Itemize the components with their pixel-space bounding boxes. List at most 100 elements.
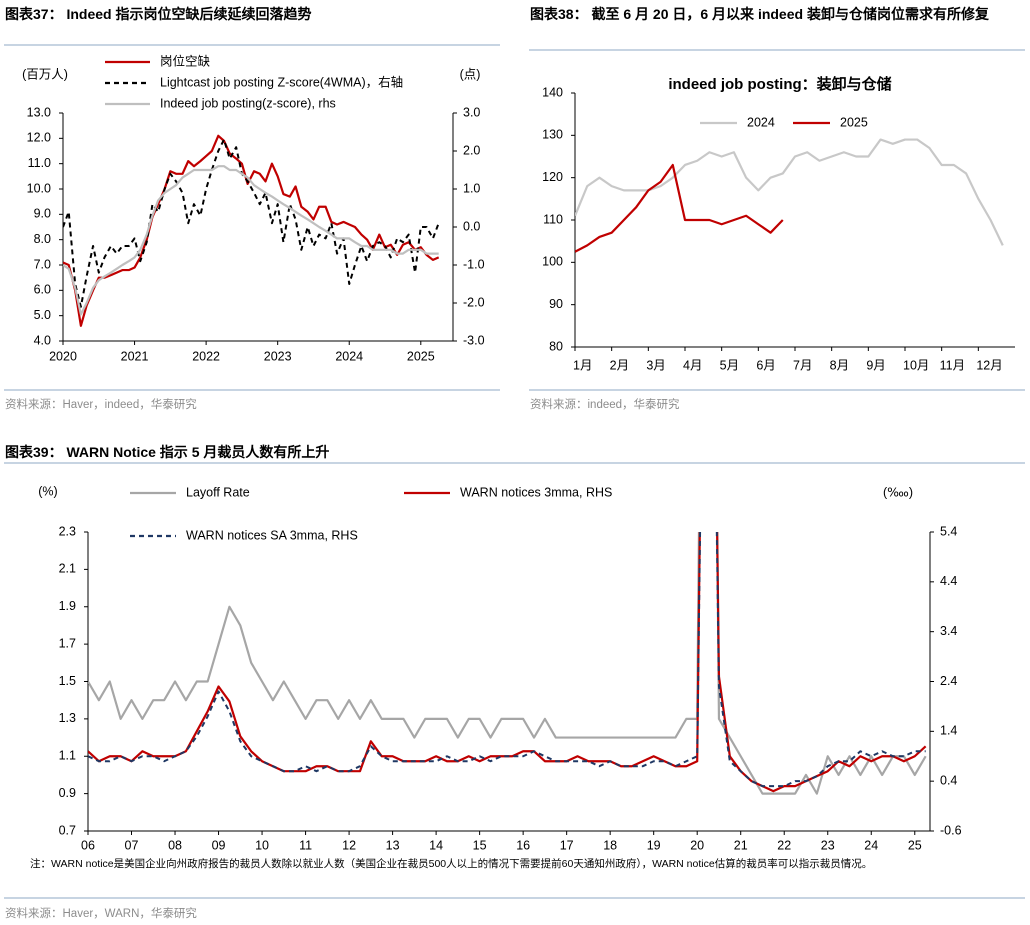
y-tick-label: 80 bbox=[549, 339, 563, 353]
legend-label: Layoff Rate bbox=[186, 485, 250, 499]
y2-tick-label: -1.0 bbox=[463, 257, 485, 271]
x-tick-label: 17 bbox=[560, 838, 574, 852]
figure-title: 图表38： 截至 6 月 20 日，6 月以来 indeed 装卸与仓储岗位需求… bbox=[530, 6, 989, 22]
x-tick-label: 2020 bbox=[49, 349, 77, 363]
x-tick-label: 21 bbox=[734, 838, 748, 852]
x-tick-label: 09 bbox=[212, 838, 226, 852]
x-tick-label: 2022 bbox=[192, 349, 220, 363]
x-tick-label: 20 bbox=[690, 838, 704, 852]
x-tick-label: 18 bbox=[603, 838, 617, 852]
legend-label: Indeed job posting(z-score), rhs bbox=[160, 96, 336, 110]
x-tick-label: 8月 bbox=[830, 358, 849, 372]
series-line bbox=[88, 532, 927, 793]
x-tick-label: 4月 bbox=[683, 358, 702, 372]
x-tick-label: 2021 bbox=[121, 349, 149, 363]
x-tick-label: 11月 bbox=[940, 358, 965, 372]
y2-tick-label: 0.4 bbox=[940, 773, 957, 787]
y2-tick-label: 1.4 bbox=[940, 724, 957, 738]
y-tick-label: 11.0 bbox=[28, 156, 51, 170]
x-tick-label: 12 bbox=[342, 838, 356, 852]
x-tick-label: 10月 bbox=[903, 358, 929, 372]
series-line bbox=[63, 165, 439, 316]
legend-label: WARN notices 3mma, RHS bbox=[460, 485, 612, 499]
y-tick-label: 1.9 bbox=[59, 599, 76, 613]
y-tick-label: 9.0 bbox=[34, 207, 51, 221]
legend-label: WARN notices SA 3mma, RHS bbox=[186, 528, 358, 542]
y-tick-label: 1.5 bbox=[59, 674, 76, 688]
x-tick-label: 12月 bbox=[976, 358, 1002, 372]
series-line bbox=[63, 138, 440, 308]
source: 资料来源：Haver，indeed，华泰研究 bbox=[5, 399, 197, 411]
y-tick-label: 7.0 bbox=[34, 257, 51, 271]
source: 资料来源：Haver，WARN，华泰研究 bbox=[5, 908, 197, 920]
y-tick-label: 4.0 bbox=[34, 333, 51, 347]
x-tick-label: 2025 bbox=[407, 349, 435, 363]
figure-title: 图表37： Indeed 指示岗位空缺后续延续回落趋势 bbox=[5, 6, 312, 22]
y-tick-label: 2.1 bbox=[59, 562, 76, 576]
x-tick-label: 3月 bbox=[646, 358, 665, 372]
x-tick-label: 19 bbox=[647, 838, 661, 852]
y-tick-label: 100 bbox=[542, 255, 563, 269]
y2-tick-label: -0.6 bbox=[940, 823, 962, 837]
x-tick-label: 13 bbox=[386, 838, 400, 852]
y-tick-label: 13.0 bbox=[27, 105, 51, 119]
x-tick-label: 15 bbox=[473, 838, 487, 852]
y-tick-label: 0.9 bbox=[59, 786, 76, 800]
x-tick-label: 5月 bbox=[720, 358, 739, 372]
x-tick-label: 22 bbox=[777, 838, 791, 852]
series-line bbox=[88, 532, 926, 788]
x-tick-label: 07 bbox=[125, 838, 139, 852]
series-line bbox=[575, 138, 1004, 246]
y-tick-label: 120 bbox=[542, 170, 563, 184]
note: 注：WARN notice是美国企业向州政府报告的裁员人数除以就业人数（美国企业… bbox=[30, 858, 873, 870]
y-tick-label: 12.0 bbox=[27, 131, 51, 145]
legend-label: 岗位空缺 bbox=[160, 53, 211, 68]
y-tick-label: 1.1 bbox=[59, 749, 76, 763]
y-tick-label: 1.3 bbox=[59, 711, 76, 725]
x-tick-label: 9月 bbox=[866, 358, 885, 372]
y2-axis-label: (‱) bbox=[883, 485, 913, 499]
x-tick-label: 11 bbox=[299, 838, 312, 852]
y-tick-label: 10.0 bbox=[27, 181, 51, 195]
y2-tick-label: 4.4 bbox=[940, 574, 957, 588]
x-tick-label: 2024 bbox=[335, 349, 363, 363]
y-axis-label: (百万人) bbox=[22, 67, 68, 81]
x-tick-label: 2023 bbox=[264, 349, 292, 363]
legend-label: 2025 bbox=[840, 115, 868, 129]
series-line bbox=[63, 134, 440, 327]
x-tick-label: 14 bbox=[429, 838, 443, 852]
x-tick-label: 08 bbox=[168, 838, 182, 852]
chart-title: indeed job posting：装卸与仓储 bbox=[668, 75, 891, 93]
y-tick-label: 8.0 bbox=[34, 232, 51, 246]
legend-label: Lightcast job posting Z-score(4WMA)，右轴 bbox=[160, 74, 403, 89]
x-tick-label: 16 bbox=[516, 838, 530, 852]
y-tick-label: 6.0 bbox=[34, 283, 51, 297]
y2-tick-label: 1.0 bbox=[463, 181, 480, 195]
x-tick-label: 2月 bbox=[610, 358, 629, 372]
x-tick-label: 06 bbox=[81, 838, 95, 852]
series-line bbox=[88, 532, 927, 795]
y-tick-label: 2.3 bbox=[59, 524, 76, 538]
y2-tick-label: 3.0 bbox=[463, 105, 480, 119]
figure-title: 图表39： WARN Notice 指示 5 月裁员人数有所上升 bbox=[5, 444, 330, 460]
x-tick-label: 24 bbox=[864, 838, 878, 852]
y-tick-label: 5.0 bbox=[34, 308, 51, 322]
x-tick-label: 25 bbox=[908, 838, 922, 852]
y2-tick-label: 0.0 bbox=[463, 219, 480, 233]
x-tick-label: 6月 bbox=[756, 358, 775, 372]
y-tick-label: 1.7 bbox=[59, 636, 76, 650]
y-tick-label: 90 bbox=[549, 297, 563, 311]
legend-label: 2024 bbox=[747, 115, 775, 129]
x-tick-label: 1月 bbox=[573, 358, 592, 372]
series-line bbox=[575, 163, 784, 253]
x-tick-label: 10 bbox=[255, 838, 269, 852]
source: 资料来源：indeed，华泰研究 bbox=[530, 399, 680, 411]
y-tick-label: 110 bbox=[543, 212, 563, 226]
y2-tick-label: 2.0 bbox=[463, 143, 480, 157]
y2-axis-label: (点) bbox=[460, 67, 481, 81]
y-tick-label: 0.7 bbox=[59, 823, 76, 837]
y2-tick-label: -3.0 bbox=[463, 333, 485, 347]
y-tick-label: 130 bbox=[542, 128, 563, 142]
